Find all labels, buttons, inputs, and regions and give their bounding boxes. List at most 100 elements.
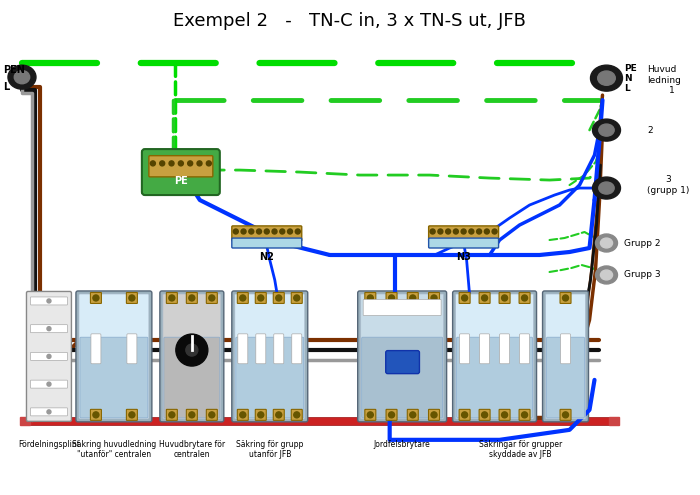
Circle shape (389, 295, 395, 301)
FancyBboxPatch shape (31, 297, 67, 305)
FancyBboxPatch shape (500, 334, 510, 364)
FancyBboxPatch shape (186, 409, 197, 420)
Circle shape (272, 229, 277, 234)
Circle shape (186, 344, 198, 356)
Ellipse shape (598, 71, 615, 85)
Circle shape (454, 229, 458, 234)
Circle shape (197, 161, 202, 166)
Text: N3: N3 (456, 252, 471, 262)
Circle shape (209, 295, 215, 301)
Text: Jordfelsbrytare: Jordfelsbrytare (374, 440, 430, 449)
FancyBboxPatch shape (560, 409, 571, 420)
Ellipse shape (596, 266, 617, 284)
Circle shape (47, 410, 51, 414)
Circle shape (294, 412, 300, 418)
FancyBboxPatch shape (545, 294, 585, 419)
FancyBboxPatch shape (91, 334, 101, 364)
Ellipse shape (601, 270, 612, 280)
Circle shape (176, 334, 208, 366)
Circle shape (169, 412, 175, 418)
Circle shape (233, 229, 238, 234)
Text: 2: 2 (648, 126, 653, 135)
Circle shape (461, 295, 468, 301)
Circle shape (47, 354, 51, 358)
Bar (610, 417, 620, 425)
Circle shape (410, 412, 416, 418)
Text: L: L (3, 82, 9, 92)
FancyBboxPatch shape (358, 291, 447, 422)
FancyBboxPatch shape (237, 293, 248, 303)
Circle shape (522, 295, 528, 301)
FancyBboxPatch shape (386, 409, 397, 420)
FancyBboxPatch shape (163, 294, 220, 419)
Circle shape (461, 229, 466, 234)
Circle shape (209, 412, 215, 418)
Circle shape (294, 295, 300, 301)
Circle shape (258, 412, 264, 418)
Circle shape (276, 295, 282, 301)
Circle shape (482, 412, 488, 418)
Circle shape (276, 412, 282, 418)
FancyBboxPatch shape (292, 334, 302, 364)
FancyBboxPatch shape (291, 409, 302, 420)
Circle shape (189, 295, 195, 301)
FancyBboxPatch shape (206, 293, 217, 303)
FancyBboxPatch shape (386, 293, 397, 303)
FancyBboxPatch shape (362, 337, 442, 418)
Circle shape (522, 412, 528, 418)
FancyBboxPatch shape (76, 291, 152, 422)
FancyBboxPatch shape (256, 409, 266, 420)
FancyBboxPatch shape (142, 149, 220, 195)
FancyBboxPatch shape (499, 409, 510, 420)
Ellipse shape (592, 177, 620, 199)
Text: Säkring för grupp
utanför JFB: Säkring för grupp utanför JFB (236, 440, 304, 459)
Circle shape (492, 229, 497, 234)
FancyBboxPatch shape (167, 409, 177, 420)
Circle shape (431, 295, 437, 301)
Circle shape (446, 229, 451, 234)
Circle shape (248, 229, 254, 234)
FancyBboxPatch shape (460, 334, 470, 364)
Circle shape (93, 412, 99, 418)
Text: Huvudbrytare för
centralen: Huvudbrytare för centralen (159, 440, 225, 459)
Circle shape (368, 412, 373, 418)
Circle shape (178, 161, 183, 166)
Circle shape (129, 412, 135, 418)
Circle shape (169, 161, 174, 166)
Ellipse shape (591, 65, 622, 91)
Text: PE: PE (174, 176, 188, 186)
FancyBboxPatch shape (365, 409, 376, 420)
FancyBboxPatch shape (149, 155, 213, 177)
Circle shape (188, 161, 193, 166)
Text: PEN: PEN (3, 65, 25, 75)
Circle shape (47, 382, 51, 386)
FancyBboxPatch shape (28, 417, 612, 425)
FancyBboxPatch shape (519, 334, 530, 364)
FancyBboxPatch shape (560, 293, 571, 303)
FancyBboxPatch shape (428, 293, 440, 303)
FancyBboxPatch shape (479, 409, 490, 420)
FancyBboxPatch shape (363, 299, 441, 315)
Text: PE: PE (624, 64, 637, 73)
FancyBboxPatch shape (456, 294, 533, 419)
FancyBboxPatch shape (547, 337, 584, 418)
Text: 3
(grupp 1): 3 (grupp 1) (648, 175, 690, 195)
Text: Grupp 3: Grupp 3 (624, 270, 661, 280)
Circle shape (241, 229, 246, 234)
Text: Säkringar för grupper
skyddade av JFB: Säkringar för grupper skyddade av JFB (479, 440, 562, 459)
FancyBboxPatch shape (237, 409, 248, 420)
Circle shape (265, 229, 270, 234)
FancyBboxPatch shape (542, 291, 589, 422)
FancyBboxPatch shape (479, 293, 490, 303)
FancyBboxPatch shape (238, 334, 248, 364)
Circle shape (502, 295, 508, 301)
FancyBboxPatch shape (256, 293, 266, 303)
Circle shape (47, 299, 51, 303)
FancyBboxPatch shape (160, 291, 224, 422)
FancyBboxPatch shape (31, 408, 67, 416)
Circle shape (169, 295, 175, 301)
FancyBboxPatch shape (428, 238, 498, 248)
Ellipse shape (596, 234, 617, 252)
FancyBboxPatch shape (407, 293, 419, 303)
Text: N: N (624, 74, 632, 83)
